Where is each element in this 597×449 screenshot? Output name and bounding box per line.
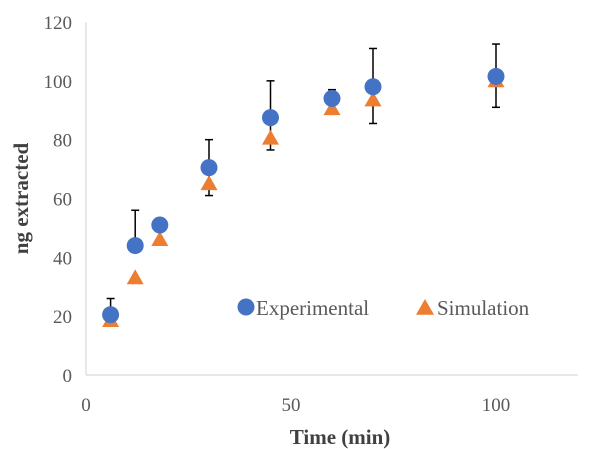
y-tick-label: 100 bbox=[44, 72, 73, 93]
experimental-point bbox=[126, 237, 144, 255]
x-tick-label: 0 bbox=[81, 395, 91, 416]
legend-marker-experimental bbox=[237, 298, 255, 316]
legend-marker-simulation bbox=[416, 299, 434, 315]
simulation-point bbox=[364, 91, 382, 107]
x-axis-ticks: 0 50 100 bbox=[81, 395, 510, 416]
simulation-point bbox=[323, 100, 341, 116]
y-tick-label: 40 bbox=[53, 248, 72, 269]
legend: Experimental Simulation bbox=[237, 296, 530, 320]
experimental-point bbox=[364, 78, 382, 96]
x-tick-label: 100 bbox=[482, 395, 511, 416]
simulation-point bbox=[200, 175, 218, 191]
y-tick-label: 60 bbox=[53, 190, 72, 211]
experimental-point bbox=[151, 216, 169, 234]
simulation-point bbox=[262, 129, 279, 145]
y-tick-label: 80 bbox=[53, 131, 72, 152]
experimental-point bbox=[262, 109, 279, 127]
y-tick-label: 120 bbox=[44, 13, 73, 34]
y-axis-ticks: 0 20 40 60 80 100 120 bbox=[44, 13, 73, 387]
y-axis-title: ng extracted bbox=[9, 142, 33, 254]
experimental-point bbox=[102, 306, 120, 324]
experimental-point bbox=[487, 67, 505, 85]
legend-label-experimental: Experimental bbox=[256, 296, 369, 320]
x-axis-title: Time (min) bbox=[290, 425, 391, 449]
y-tick-label: 0 bbox=[63, 366, 73, 387]
plot-area bbox=[102, 43, 505, 327]
experimental-point bbox=[200, 159, 218, 177]
experimental-point bbox=[323, 89, 341, 107]
legend-label-simulation: Simulation bbox=[437, 296, 530, 320]
y-tick-label: 20 bbox=[53, 307, 72, 328]
x-tick-label: 50 bbox=[282, 395, 301, 416]
simulation-point bbox=[151, 231, 169, 247]
simulation-point bbox=[126, 269, 144, 285]
